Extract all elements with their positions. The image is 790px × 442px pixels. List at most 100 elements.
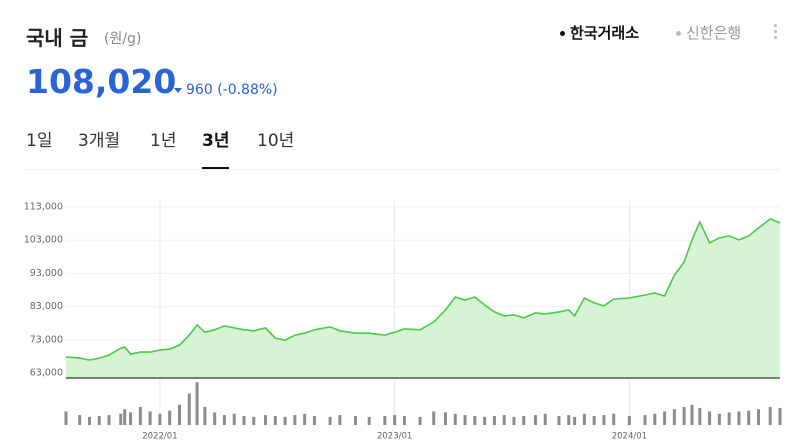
period-tab[interactable]: 3년	[202, 131, 230, 151]
volume-bar	[778, 407, 782, 425]
volume-bar	[512, 416, 516, 425]
x-tick-label: 2022/01	[142, 432, 177, 442]
volume-bar	[283, 416, 287, 425]
volume-bar	[432, 411, 436, 425]
change: 960	[186, 82, 213, 98]
change-pct: (-0.88%)	[217, 82, 278, 98]
volume-bar	[64, 411, 68, 425]
volume-bar	[328, 416, 332, 425]
volume-bar	[168, 410, 172, 425]
volume-bar	[602, 415, 606, 425]
volume-bar	[737, 411, 741, 425]
volume-bar	[463, 415, 467, 425]
price: 108,020	[26, 62, 177, 101]
volume-bar	[717, 413, 721, 425]
volume-bar	[232, 413, 236, 425]
volume-bar	[747, 410, 751, 425]
menu-button[interactable]	[774, 24, 777, 42]
x-tick-label: 2024/01	[612, 432, 647, 442]
y-tick-label: 83,000	[30, 301, 63, 312]
volume-bar	[303, 413, 307, 425]
volume-bar	[123, 409, 127, 425]
volume-bar	[698, 407, 702, 425]
source-tab[interactable]: 한국거래소	[560, 22, 639, 43]
volume-bar	[402, 416, 406, 425]
volume-bar	[473, 416, 477, 425]
volume-bar	[567, 415, 571, 425]
source-label: 한국거래소	[570, 24, 640, 42]
y-tick-label: 113,000	[24, 201, 63, 212]
area-fill	[66, 218, 780, 378]
volume-bar	[453, 413, 457, 425]
volume-bar	[682, 407, 686, 425]
period-tab[interactable]: 1일	[26, 131, 53, 151]
volume-bar	[158, 413, 162, 425]
price-change: 960 (-0.88%)	[174, 82, 278, 98]
period-tab[interactable]: 3개월	[78, 131, 121, 151]
separator	[26, 169, 780, 170]
volume-bar	[367, 416, 371, 425]
volume-bar	[443, 412, 447, 425]
volume-bar	[502, 415, 506, 425]
volume-bar	[756, 409, 760, 425]
volume-bar	[195, 382, 199, 425]
volume-bar	[663, 411, 667, 425]
volume-bar	[383, 416, 387, 425]
volume-bar	[483, 416, 487, 425]
volume-bar	[148, 411, 152, 425]
volume-bar	[119, 413, 123, 425]
volume-bar	[727, 412, 731, 425]
volume-bar	[107, 415, 111, 425]
volume-bar	[203, 407, 207, 425]
volume-bar	[252, 416, 256, 425]
unit: (원/g)	[104, 31, 142, 47]
volume-bar	[708, 411, 712, 425]
volume-bar	[543, 413, 547, 425]
volume-bar	[690, 404, 694, 425]
volume-bar	[418, 416, 422, 425]
volume-bar	[533, 415, 537, 425]
volume-bar	[573, 416, 577, 425]
tab-underline	[202, 167, 229, 169]
volume-bar	[582, 413, 586, 425]
y-tick-label: 93,000	[30, 268, 63, 279]
volume-bar	[293, 415, 297, 425]
y-tick-label: 103,000	[24, 235, 63, 246]
volume-bar	[592, 416, 596, 425]
volume-bar	[338, 415, 342, 425]
volume-bar	[97, 416, 101, 425]
volume-bar	[653, 413, 657, 425]
source-tab[interactable]: 신한은행	[676, 22, 741, 43]
volume-bar	[492, 416, 496, 425]
y-tick-label: 63,000	[30, 368, 63, 379]
period-tab[interactable]: 10년	[257, 131, 295, 151]
volume-bar	[273, 416, 277, 425]
volume-bar	[354, 416, 358, 425]
volume-bar	[522, 416, 526, 425]
volume-bar	[627, 416, 631, 425]
volume-bar	[177, 404, 181, 425]
volume-bar	[557, 416, 561, 425]
volume-bar	[242, 416, 246, 425]
volume-bar	[768, 407, 772, 425]
volume-bar	[78, 415, 82, 425]
x-tick-label: 2023/01	[377, 432, 412, 442]
volume-bar	[213, 412, 217, 425]
price-line	[65, 217, 781, 361]
volume-bar	[187, 393, 191, 425]
volume-bar	[222, 415, 226, 425]
volume-bar	[672, 409, 676, 425]
volume-bar	[138, 407, 142, 425]
period-tab[interactable]: 1년	[150, 131, 177, 151]
volume-bar	[612, 413, 616, 425]
volume-bar	[312, 416, 316, 425]
volume-bar	[87, 416, 91, 425]
volume-bar	[393, 415, 397, 425]
volume-bar	[643, 415, 647, 425]
source-label: 신한은행	[686, 24, 742, 42]
y-tick-label: 73,000	[30, 334, 63, 345]
volume-bar	[129, 412, 133, 425]
title: 국내 금	[26, 26, 89, 50]
